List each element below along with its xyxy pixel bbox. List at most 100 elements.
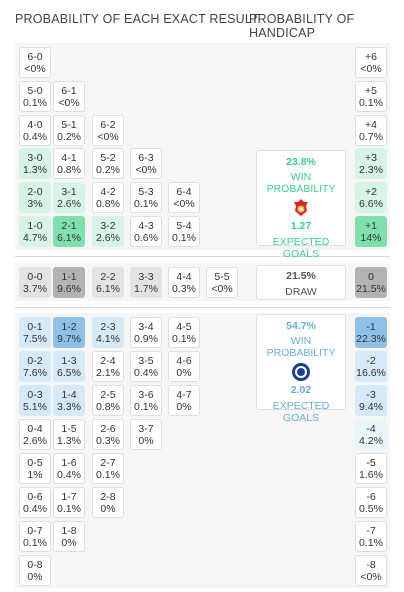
handicap-line: -5 xyxy=(366,457,376,469)
score-cell-2-4: 2-4 2.1% xyxy=(92,351,124,382)
score-label: 4-5 xyxy=(176,321,192,333)
score-label: 1-6 xyxy=(61,457,77,469)
score-pct: 4.1% xyxy=(96,333,120,345)
handicap-cell--8: -8 <0% xyxy=(355,555,387,586)
score-label: 5-4 xyxy=(176,220,192,232)
handicap-line: -2 xyxy=(366,355,376,367)
score-cell-4-7: 4-7 0% xyxy=(168,385,200,416)
score-cell-2-5: 2-5 0.8% xyxy=(92,385,124,416)
score-cell-0-0: 0-0 3.7% xyxy=(19,267,51,298)
home-win-pct: 23.8% xyxy=(286,156,316,168)
score-label: 2-1 xyxy=(61,220,77,232)
score-label: 2-0 xyxy=(27,186,43,199)
score-label: 4-7 xyxy=(176,389,192,401)
score-cell-0-8: 0-8 0% xyxy=(19,555,51,586)
score-pct: 1.3% xyxy=(57,435,81,447)
handicap-pct: 4.2% xyxy=(359,435,383,447)
score-pct: 0.4% xyxy=(23,130,47,143)
score-pct: <0% xyxy=(24,63,46,75)
score-pct: 4.7% xyxy=(23,232,47,244)
handicap-cell-+2: +2 6.6% xyxy=(355,182,387,214)
handicap-pct: 1.6% xyxy=(359,469,383,481)
score-cell-5-5: 5-5 <0% xyxy=(206,267,238,298)
score-pct: 7.6% xyxy=(23,367,47,379)
score-pct: 0.1% xyxy=(172,333,196,345)
exact-result-header: PROBABILITY OF EACH EXACT RESULT xyxy=(15,12,259,26)
score-cell-3-4: 3-4 0.9% xyxy=(130,317,162,348)
handicap-line: -4 xyxy=(366,423,376,435)
handicap-pct: <0% xyxy=(360,571,382,583)
draw-label: DRAW xyxy=(285,286,317,298)
handicap-cell-+5: +5 0.1% xyxy=(355,80,387,112)
score-cell-6-0: 6-0 <0% xyxy=(19,47,51,78)
handicap-cell-+6: +6 <0% xyxy=(355,47,387,78)
score-label: 5-3 xyxy=(138,186,154,199)
score-label: 2-8 xyxy=(100,491,116,503)
score-label: 3-4 xyxy=(138,321,154,333)
handicap-cell--5: -5 1.6% xyxy=(355,453,387,484)
score-pct: 0.2% xyxy=(57,130,81,143)
handicap-pct: 0.1% xyxy=(359,537,383,549)
score-pct: 6.1% xyxy=(57,232,81,244)
score-label: 0-0 xyxy=(27,271,43,283)
score-cell-2-1: 2-1 6.1% xyxy=(53,216,85,247)
score-pct: <0% xyxy=(211,283,233,295)
score-pct: <0% xyxy=(58,96,80,109)
score-pct: 0.8% xyxy=(96,401,120,413)
score-pct: 0% xyxy=(61,537,77,549)
score-pct: 0.1% xyxy=(96,469,120,481)
score-label: 5-0 xyxy=(27,84,43,97)
score-cell-1-8: 1-8 0% xyxy=(53,521,85,552)
score-cell-0-7: 0-7 0.1% xyxy=(19,521,51,552)
score-cell-2-8: 2-8 0% xyxy=(92,487,124,518)
handicap-line: 0 xyxy=(368,271,374,283)
handicap-line: +2 xyxy=(365,186,377,199)
score-pct: 0% xyxy=(176,367,192,379)
score-label: 4-1 xyxy=(61,152,77,165)
handicap-pct: 0.7% xyxy=(359,130,383,143)
score-pct: 0.1% xyxy=(23,537,47,549)
score-label: 2-3 xyxy=(100,321,116,333)
handicap-line: -6 xyxy=(366,491,376,503)
handicap-pct: 14% xyxy=(360,232,382,244)
score-cell-5-1: 5-1 0.2% xyxy=(53,114,85,146)
handicap-line: +1 xyxy=(365,220,377,232)
score-pct: 2.1% xyxy=(96,367,120,379)
score-label: 5-1 xyxy=(61,118,77,131)
score-label: 0-2 xyxy=(27,355,43,367)
score-pct: 2.6% xyxy=(23,435,47,447)
home-summary-card: 23.8% WIN PROBABILITY 1.27 EXPECTED GOAL… xyxy=(256,150,346,260)
score-cell-0-4: 0-4 2.6% xyxy=(19,419,51,450)
score-label: 3-6 xyxy=(138,389,154,401)
handicap-pct: 0.1% xyxy=(359,96,383,109)
handicap-cell-0: 0 21.5% xyxy=(355,267,387,298)
score-cell-4-4: 4-4 0.3% xyxy=(168,267,200,298)
score-label: 1-5 xyxy=(61,423,77,435)
score-cell-3-6: 3-6 0.1% xyxy=(130,385,162,416)
score-label: 1-7 xyxy=(61,491,77,503)
score-cell-5-2: 5-2 0.2% xyxy=(92,148,124,180)
handicap-cell-+4: +4 0.7% xyxy=(355,114,387,146)
handicap-pct: 21.5% xyxy=(356,283,386,295)
score-cell-4-3: 4-3 0.6% xyxy=(130,216,162,247)
score-pct: 0.9% xyxy=(134,333,158,345)
score-pct: 9.6% xyxy=(57,283,81,295)
draw-summary-card: 21.5% DRAW xyxy=(256,265,346,300)
score-pct: 0.3% xyxy=(172,283,196,295)
handicap-cell--6: -6 0.5% xyxy=(355,487,387,518)
handicap-header: PROBABILITY OF HANDICAP xyxy=(249,12,355,40)
score-cell-6-3: 6-3 <0% xyxy=(130,148,162,180)
score-pct: 3.3% xyxy=(57,401,81,413)
score-label: 2-5 xyxy=(100,389,116,401)
home-expected-goals: 1.27 xyxy=(290,220,312,232)
score-label: 5-5 xyxy=(214,271,230,283)
score-label: 0-7 xyxy=(27,525,43,537)
score-label: 1-0 xyxy=(27,220,43,232)
score-pct: 0.2% xyxy=(96,164,120,177)
handicap-cell--7: -7 0.1% xyxy=(355,521,387,552)
away-win-label: WIN PROBABILITY xyxy=(266,335,336,359)
score-pct: 0.6% xyxy=(134,232,158,244)
score-cell-5-3: 5-3 0.1% xyxy=(130,182,162,214)
score-cell-2-6: 2-6 0.3% xyxy=(92,419,124,450)
score-pct: 0.1% xyxy=(134,198,158,211)
